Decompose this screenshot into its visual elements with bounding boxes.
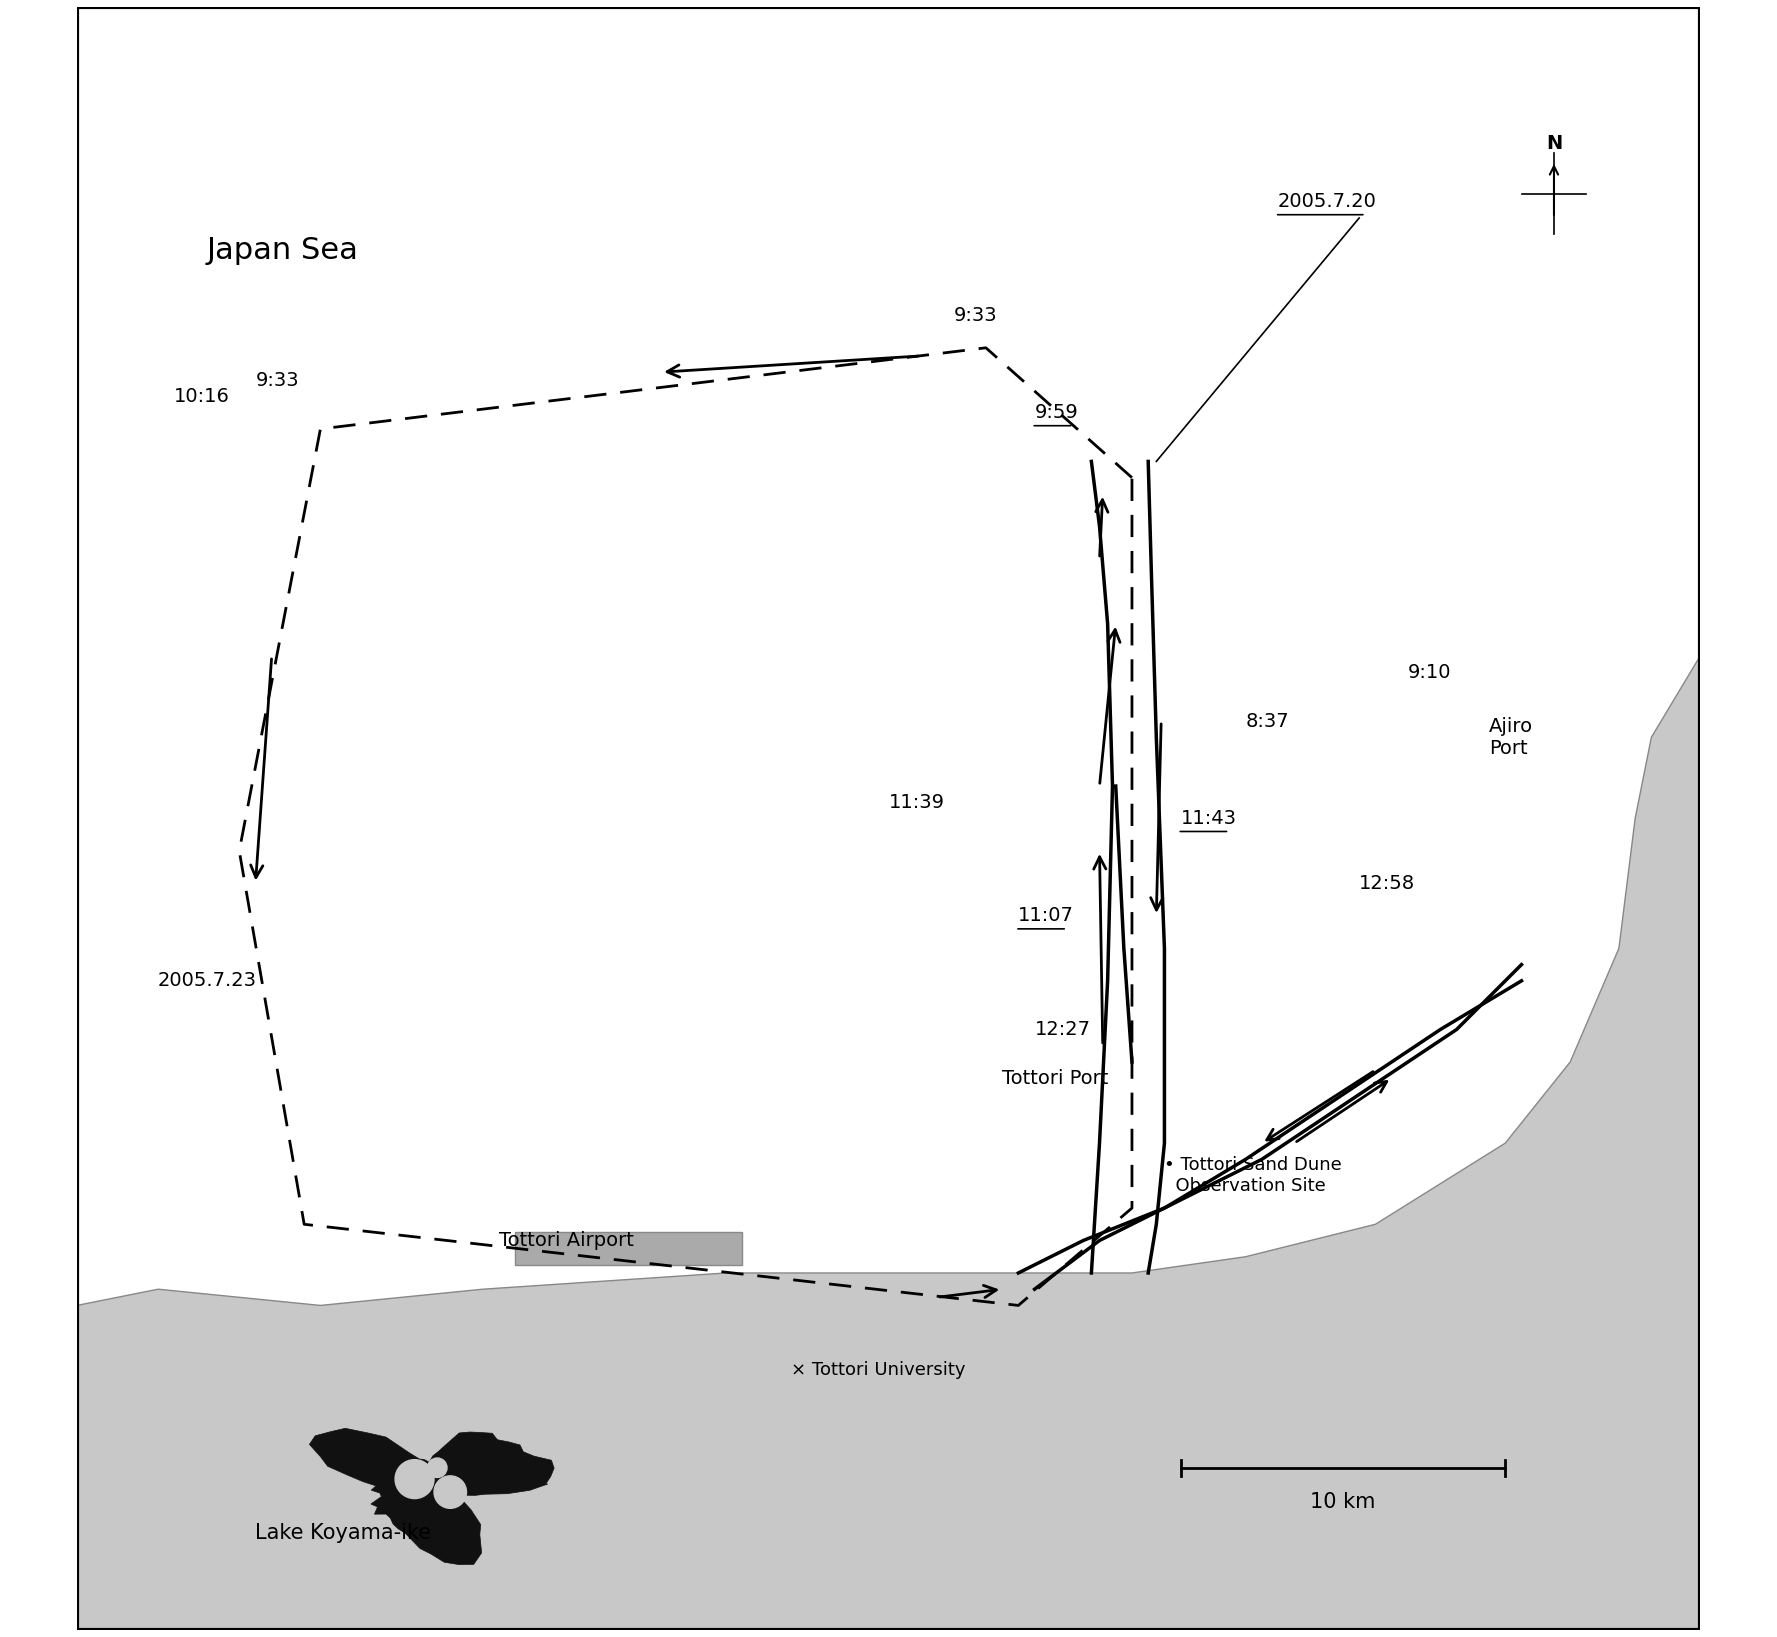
Text: N: N bbox=[1546, 134, 1562, 152]
Text: 12:27: 12:27 bbox=[1034, 1020, 1091, 1039]
Circle shape bbox=[434, 1477, 467, 1508]
Text: 8:37: 8:37 bbox=[1246, 712, 1288, 730]
Polygon shape bbox=[76, 656, 1701, 1630]
Text: 10:16: 10:16 bbox=[174, 386, 231, 406]
Text: 12:58: 12:58 bbox=[1359, 874, 1414, 892]
Text: Tottori Port: Tottori Port bbox=[1002, 1069, 1109, 1087]
Text: • Tottori Sand Dune
  Observation Site: • Tottori Sand Dune Observation Site bbox=[1164, 1156, 1342, 1195]
Circle shape bbox=[394, 1460, 434, 1498]
Text: 10 km: 10 km bbox=[1310, 1491, 1375, 1513]
Text: 9:33: 9:33 bbox=[256, 370, 299, 390]
Text: 9:10: 9:10 bbox=[1407, 663, 1452, 683]
Text: 2005.7.23: 2005.7.23 bbox=[158, 971, 258, 990]
Circle shape bbox=[428, 1459, 448, 1478]
Bar bbox=[515, 1233, 743, 1265]
Text: Ajiro
Port: Ajiro Port bbox=[1489, 717, 1534, 758]
Text: 11:07: 11:07 bbox=[1018, 907, 1075, 925]
Text: 2005.7.20: 2005.7.20 bbox=[1278, 192, 1377, 211]
Polygon shape bbox=[309, 1429, 554, 1565]
Text: Japan Sea: Japan Sea bbox=[206, 236, 359, 265]
Text: Lake Koyama-ike: Lake Koyama-ike bbox=[256, 1522, 432, 1542]
Text: Tottori Airport: Tottori Airport bbox=[499, 1231, 634, 1251]
Text: 9:33: 9:33 bbox=[954, 306, 997, 324]
Text: 9:59: 9:59 bbox=[1034, 403, 1079, 422]
Text: 11:43: 11:43 bbox=[1180, 809, 1237, 828]
Text: × Tottori University: × Tottori University bbox=[791, 1362, 965, 1380]
Text: 11:39: 11:39 bbox=[888, 792, 945, 812]
